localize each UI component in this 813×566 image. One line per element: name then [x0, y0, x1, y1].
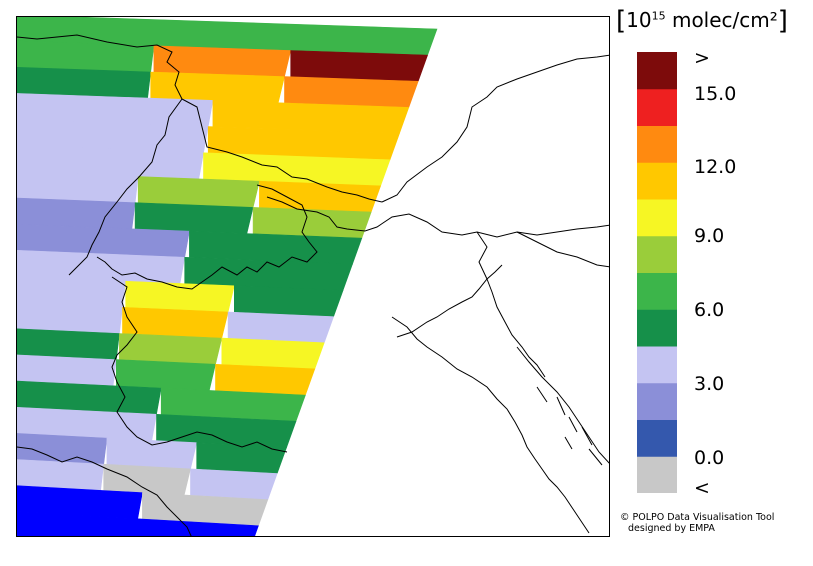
- swath-pixel: [150, 71, 285, 104]
- swath-pixel: [17, 40, 155, 73]
- coast-istria: [486, 278, 546, 378]
- legend-label-above: >: [694, 47, 710, 69]
- swath-pixel: [153, 45, 292, 77]
- color-bar-bin: [637, 382, 677, 420]
- legend-bracket-open: [: [616, 6, 627, 36]
- legend-unit-title: [1015 molec/cm²]: [616, 6, 788, 36]
- coast-adriatic-italy: [391, 316, 590, 534]
- swath-pixel: [17, 66, 152, 99]
- swath-pixel: [125, 280, 235, 313]
- color-bar-bin: [637, 88, 677, 126]
- legend-bracket-close: ]: [777, 6, 788, 36]
- coast-venice: [396, 264, 503, 338]
- legend-unit-text: molec/cm²: [665, 8, 778, 32]
- swath-pixel: [221, 337, 325, 370]
- swath-pixel: [103, 463, 191, 496]
- color-bar-bin: [637, 235, 677, 273]
- satellite-swath: [17, 17, 438, 536]
- coast-dalmatia: [516, 346, 609, 464]
- swath-pixel: [137, 176, 260, 208]
- swath-pixel: [116, 359, 216, 391]
- islands-kvarner: [536, 386, 603, 466]
- swath-pixel: [190, 468, 278, 501]
- coastline-and-borders: [17, 34, 609, 536]
- credit-line-1: POLPO Data Visualisation Tool: [632, 512, 775, 523]
- legend-unit-prefix: 10: [626, 8, 652, 32]
- color-bar-bin: [637, 272, 677, 310]
- legend-label-below: <: [694, 477, 710, 499]
- color-bar-bin: [637, 456, 677, 493]
- border-slovenia: [476, 231, 609, 280]
- legend-label-15: 15.0: [694, 83, 737, 105]
- swath-pixel: [119, 333, 223, 365]
- swath-pixel: [227, 311, 335, 344]
- region-border-ticino: [96, 184, 318, 290]
- credit-line-2: designed by EMPA: [628, 523, 715, 534]
- swath-pixel: [17, 276, 127, 308]
- color-bar-bin: [637, 309, 677, 347]
- region-border-piedmont: [111, 276, 288, 453]
- legend-label-6: 6.0: [694, 299, 725, 321]
- map-canvas: [17, 17, 609, 536]
- swath-pixel: [17, 197, 136, 230]
- coast-ligurian: [17, 446, 192, 536]
- swath-pixel: [284, 76, 419, 108]
- swath-pixel: [106, 437, 198, 470]
- country-border-switzerland: [181, 98, 383, 203]
- color-bar-bin: [637, 162, 677, 200]
- legend-label-12: 12.0: [694, 156, 737, 178]
- color-bar-bin: [637, 419, 677, 457]
- legend-label-3: 3.0: [694, 373, 725, 395]
- legend-unit-exponent: 15: [651, 9, 666, 23]
- country-border-italy-north: [266, 196, 609, 238]
- legend-label-9: 9.0: [694, 225, 725, 247]
- swath-pixel: [17, 302, 123, 334]
- country-border-west: [17, 34, 183, 276]
- credit-text: © POLPO Data Visualisation Tool designed…: [620, 512, 774, 534]
- color-bar-bin: [637, 199, 677, 237]
- country-border-austria: [381, 54, 609, 203]
- swath-pixel: [234, 285, 344, 317]
- color-bar-bin: [637, 346, 677, 384]
- swath-pixel: [17, 354, 117, 387]
- color-bar-bin: [637, 52, 677, 90]
- swath-pixel: [290, 50, 429, 82]
- color-bar-bin: [637, 125, 677, 163]
- swath-pixel: [122, 306, 229, 339]
- copyright-icon: ©: [620, 512, 630, 523]
- map-panel: [16, 16, 610, 537]
- swath-pixel: [17, 511, 259, 536]
- swath-pixel: [134, 202, 254, 234]
- color-bar: [637, 52, 677, 493]
- swath-pixel: [215, 363, 316, 396]
- legend-label-0: 0.0: [694, 447, 725, 469]
- swath-pixel: [252, 207, 372, 239]
- swath-pixel: [17, 328, 120, 360]
- swath-pixel: [17, 459, 105, 491]
